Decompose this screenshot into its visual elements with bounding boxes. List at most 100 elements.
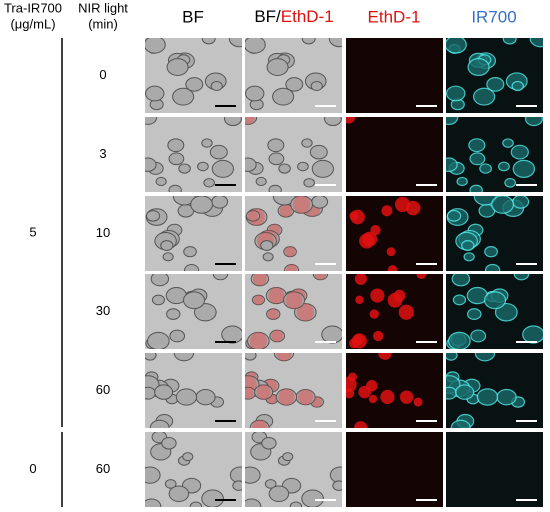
cell [154, 384, 174, 400]
stain [245, 387, 254, 400]
cell [210, 81, 223, 92]
cell [201, 489, 224, 507]
column-header: BF [182, 7, 204, 26]
cell [145, 466, 161, 484]
cell [160, 240, 174, 251]
cell [145, 498, 162, 507]
cell [183, 291, 206, 310]
cell [446, 386, 458, 400]
column-header: IR700 [471, 7, 516, 26]
cell [145, 85, 165, 102]
cell [468, 138, 486, 153]
cell [470, 329, 487, 343]
cell [474, 353, 496, 362]
stain [314, 274, 327, 280]
cell [254, 384, 274, 400]
stain [351, 333, 367, 349]
cell [201, 138, 213, 148]
header-part: EthD-1 [281, 7, 334, 26]
cell [224, 117, 242, 127]
cell [262, 252, 274, 262]
image-background [346, 117, 443, 192]
dose-label: 5 [29, 224, 36, 239]
micrograph [446, 117, 543, 192]
cell [332, 480, 342, 491]
stain [378, 353, 392, 360]
cell [168, 152, 185, 166]
micrograph [145, 196, 242, 271]
cell [285, 77, 304, 92]
stain [245, 117, 255, 125]
cell [484, 263, 501, 271]
cell [228, 38, 242, 48]
cell [321, 325, 342, 344]
cell [203, 178, 215, 188]
stain [370, 288, 385, 303]
stain [285, 264, 298, 271]
cell [529, 38, 543, 48]
cell [162, 252, 174, 262]
cell [197, 161, 209, 172]
cell [484, 246, 498, 258]
micrograph [346, 353, 443, 428]
stain [373, 330, 384, 342]
cell [496, 388, 517, 406]
cell [522, 325, 543, 344]
stain [354, 421, 368, 428]
micrograph [245, 117, 342, 192]
stain [276, 353, 292, 361]
cell [193, 303, 217, 322]
stain [359, 233, 375, 249]
cell [502, 138, 514, 148]
stain [268, 287, 285, 304]
cell [149, 419, 170, 428]
cell [473, 196, 497, 206]
micrograph [346, 196, 443, 271]
cell [450, 419, 471, 428]
dose-unit: (μg/mL) [10, 16, 55, 31]
cell [145, 117, 158, 125]
cell [272, 87, 295, 106]
cell [303, 178, 315, 188]
cell [245, 85, 265, 102]
cell [467, 58, 490, 77]
image-background [346, 432, 443, 507]
cell [245, 353, 257, 361]
stain [284, 246, 296, 257]
cell [175, 388, 198, 406]
micrograph [245, 353, 342, 428]
stain [354, 274, 367, 285]
cell [456, 176, 468, 187]
cell [172, 196, 196, 206]
cell [512, 196, 530, 209]
cell [479, 163, 492, 174]
stain [394, 196, 411, 213]
cell [293, 303, 317, 322]
cell [266, 308, 281, 320]
cell [172, 87, 195, 106]
cell [301, 489, 324, 507]
stain [413, 397, 423, 407]
cell [145, 353, 157, 361]
micrograph [446, 196, 543, 271]
cell [168, 184, 182, 192]
time-label: 10 [96, 225, 110, 240]
cell [446, 117, 459, 126]
cell [446, 85, 466, 102]
micrograph [446, 432, 543, 507]
time-label: 60 [96, 382, 110, 397]
cell [446, 157, 458, 173]
cell [463, 252, 475, 262]
stain [279, 204, 293, 218]
cell [311, 196, 329, 209]
micrograph [446, 274, 543, 349]
cell [290, 196, 313, 214]
cell [260, 240, 274, 251]
cell [282, 452, 294, 462]
cell [283, 291, 306, 310]
cell [512, 159, 536, 178]
stain [387, 265, 398, 271]
stain [349, 211, 359, 221]
cell [446, 353, 458, 361]
cell [184, 263, 200, 271]
